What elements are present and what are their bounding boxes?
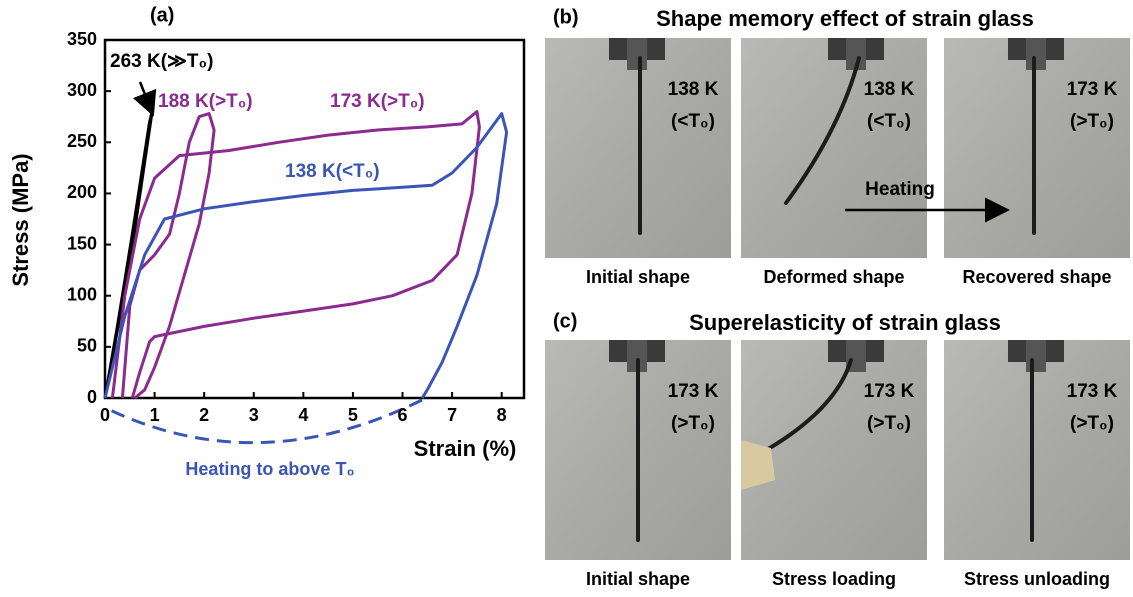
y-tick-label: 100 xyxy=(67,284,97,304)
grip-jaw xyxy=(846,38,866,70)
caption: Stress loading xyxy=(772,569,896,589)
grip-jaw xyxy=(1026,38,1046,70)
panel-title: Shape memory effect of strain glass xyxy=(656,6,1034,31)
caption: Stress unloading xyxy=(964,569,1110,589)
grip-jaw xyxy=(1026,340,1046,372)
photo: 173 K (>T₀) xyxy=(741,340,927,560)
x-tick-label: 8 xyxy=(497,405,507,425)
heating-label: Heating xyxy=(865,179,935,200)
photo: 138 K (<T₀) xyxy=(545,38,731,258)
photo-background xyxy=(741,340,927,560)
temperature: 173 K xyxy=(668,381,719,402)
heating-arc xyxy=(109,398,423,445)
x-tick-label: 3 xyxy=(249,405,259,425)
photo: 173 K (>T₀) xyxy=(944,38,1130,258)
grip-jaw xyxy=(627,38,647,70)
caption: Recovered shape xyxy=(962,267,1111,287)
temperature: 173 K xyxy=(1067,381,1118,402)
temperature: 173 K xyxy=(864,381,915,402)
caption: Initial shape xyxy=(586,267,690,287)
stress-strain-curve xyxy=(103,110,154,399)
x-tick-label: 6 xyxy=(398,405,408,425)
condition: (>T₀) xyxy=(1070,413,1114,434)
x-axis-title: Strain (%) xyxy=(414,436,517,461)
x-tick-label: 5 xyxy=(348,405,358,425)
photo: 138 K (<T₀) xyxy=(741,38,927,258)
caption: Deformed shape xyxy=(763,267,904,287)
x-tick-label: 2 xyxy=(199,405,209,425)
y-tick-label: 200 xyxy=(67,182,97,202)
panel-title: Superelasticity of strain glass xyxy=(689,310,1001,335)
curve-label: 173 K(>T₀) xyxy=(330,91,425,112)
temperature: 138 K xyxy=(668,79,719,100)
stress-strain-curve xyxy=(103,112,509,399)
photo-background xyxy=(944,340,1130,560)
photo: 173 K (>T₀) xyxy=(545,340,731,560)
y-tick-label: 250 xyxy=(67,131,97,151)
temperature: 173 K xyxy=(1067,79,1118,100)
photo-background xyxy=(944,38,1130,258)
y-tick-label: 50 xyxy=(77,336,97,356)
photo-background xyxy=(741,38,927,258)
stress-strain-curve xyxy=(120,112,216,400)
sample-rod xyxy=(761,358,853,454)
condition: (>T₀) xyxy=(867,413,911,434)
curve-label: 138 K(<T₀) xyxy=(285,161,380,182)
caption: Initial shape xyxy=(586,569,690,589)
temperature: 138 K xyxy=(864,79,915,100)
condition: (>T₀) xyxy=(1070,111,1114,132)
y-axis-title: Stress (MPa) xyxy=(8,153,33,286)
condition: (>T₀) xyxy=(671,413,715,434)
y-tick-label: 300 xyxy=(67,80,97,100)
x-tick-label: 7 xyxy=(447,405,457,425)
condition: (<T₀) xyxy=(671,111,715,132)
y-tick-label: 350 xyxy=(67,29,97,49)
stress-strain-curve xyxy=(110,110,481,399)
panel-label: (a) xyxy=(150,4,174,26)
condition: (<T₀) xyxy=(867,111,911,132)
grip-jaw xyxy=(627,340,647,372)
heating-note: Heating to above T₀ xyxy=(185,459,354,479)
y-tick-label: 150 xyxy=(67,233,97,253)
x-tick-label: 4 xyxy=(298,405,308,425)
x-tick-label: 0 xyxy=(100,405,110,425)
x-tick-label: 1 xyxy=(150,405,160,425)
curve-label: 188 K(>T₀) xyxy=(158,91,253,112)
sample-rod xyxy=(784,56,861,205)
y-tick-label: 0 xyxy=(87,387,97,407)
label-arrow xyxy=(132,81,157,117)
plot-frame xyxy=(103,38,526,400)
panel-label: (b) xyxy=(553,6,579,28)
indenter xyxy=(741,440,775,490)
curve-label: 263 K(≫T₀) xyxy=(110,51,213,72)
photo: 173 K (>T₀) xyxy=(944,340,1130,560)
panel-label: (c) xyxy=(553,310,577,332)
